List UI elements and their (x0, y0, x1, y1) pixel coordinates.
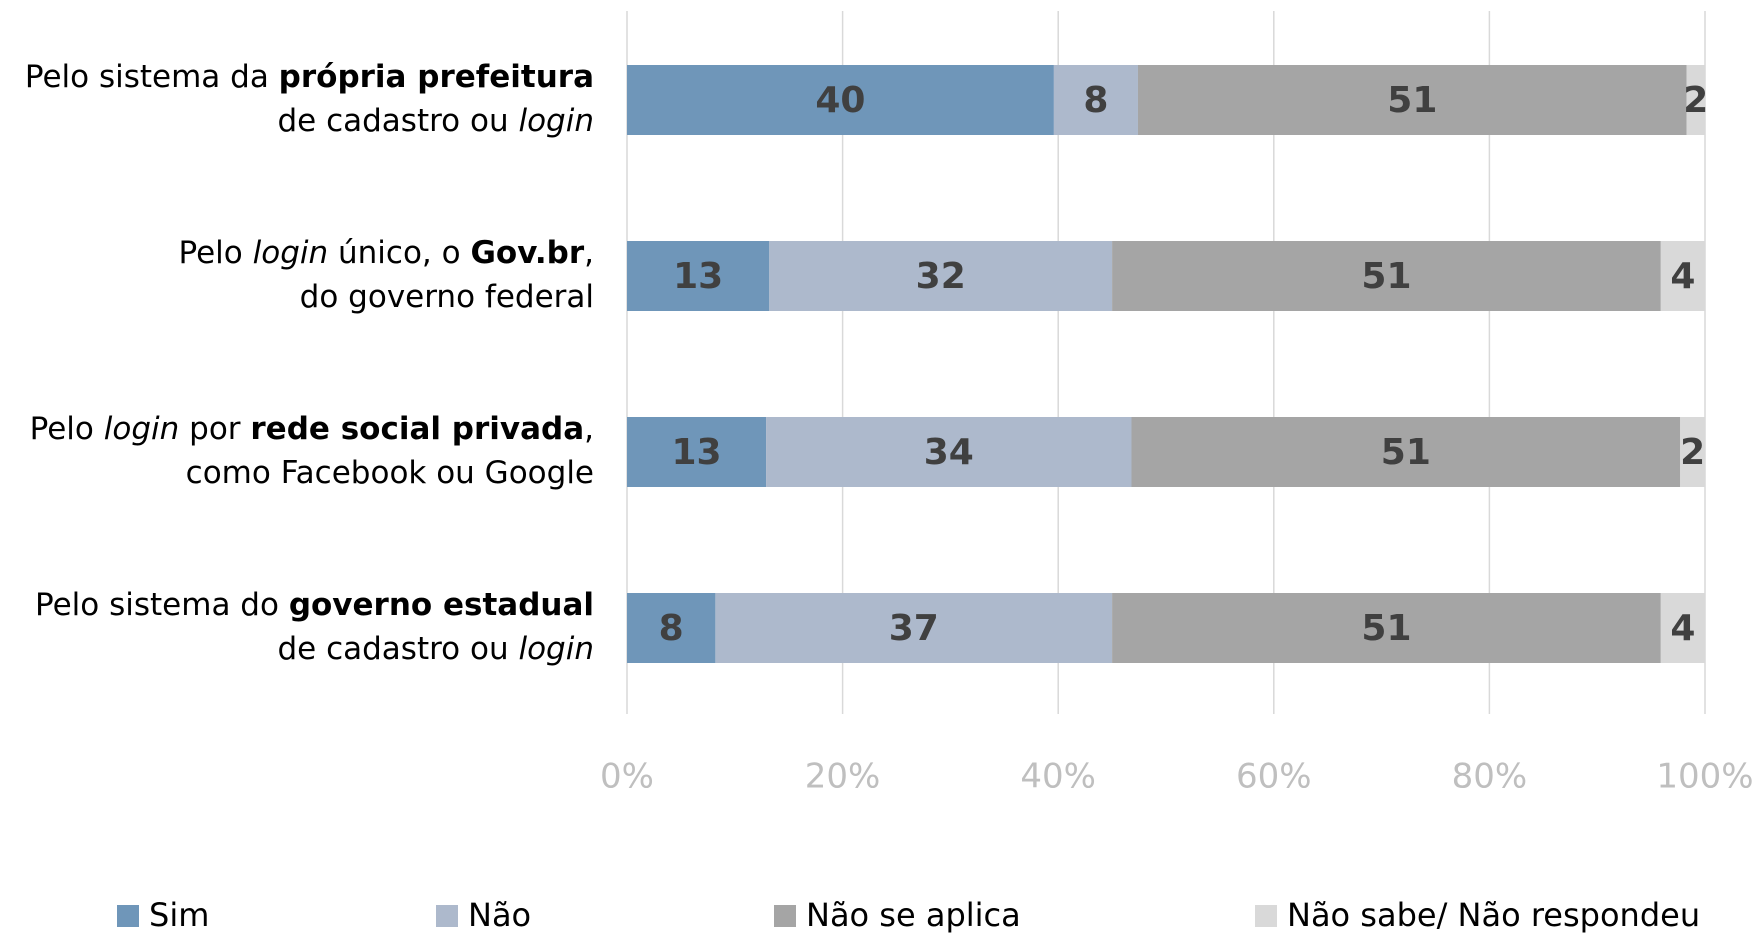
x-tick-label: 80% (1452, 757, 1528, 797)
value-label: 34 (924, 432, 974, 473)
bar-segment (769, 241, 1113, 311)
value-label: 4 (1670, 608, 1695, 649)
legend-swatch (1255, 905, 1277, 927)
category-label: Pelo login por rede social privada, (30, 411, 594, 447)
category-label-part: login (253, 235, 329, 271)
category-label-part: como Facebook ou Google (186, 455, 594, 491)
legend-swatch (436, 905, 458, 927)
value-label: 13 (673, 256, 723, 297)
value-label: 40 (815, 80, 865, 121)
bar-segment (627, 417, 767, 487)
value-label: 4 (1670, 256, 1695, 297)
category-label: Pelo login único, o Gov.br, (179, 235, 595, 271)
bar-segment (1686, 65, 1705, 135)
category-label-part: Pelo sistema do (35, 587, 289, 623)
legend-label: Sim (149, 896, 209, 934)
category-label-part: própria prefeitura (279, 59, 594, 95)
x-tick-label: 60% (1236, 757, 1312, 797)
bar-segment (1680, 417, 1705, 487)
value-label: 51 (1381, 432, 1431, 473)
category-label-part: Pelo sistema da (25, 59, 279, 95)
x-tick-label: 20% (805, 757, 881, 797)
value-label: 8 (659, 608, 684, 649)
bar-segment (1137, 65, 1687, 135)
category-label-part: Pelo (30, 411, 104, 447)
bar-segment (715, 593, 1113, 663)
category-label: de cadastro ou login (277, 631, 594, 667)
value-label: 32 (916, 256, 966, 297)
category-label-part: login (104, 411, 180, 447)
category-label-part: , (584, 235, 594, 271)
bar-segment (627, 241, 770, 311)
bar-segment (1053, 65, 1138, 135)
category-label-part: Pelo (179, 235, 253, 271)
category-label: do governo federal (300, 279, 594, 315)
legend-swatch (117, 905, 139, 927)
category-label-part: , (584, 411, 594, 447)
value-label: 51 (1361, 256, 1411, 297)
bar-segment (1112, 241, 1661, 311)
bar-segment (1131, 417, 1681, 487)
x-tick-label: 40% (1020, 757, 1096, 797)
category-label: de cadastro ou login (277, 103, 594, 139)
legend-label: Não se aplica (806, 896, 1021, 934)
category-label-part: login (518, 631, 594, 667)
category-label: Pelo sistema do governo estadual (35, 587, 594, 623)
category-label-part: governo estadual (289, 587, 594, 623)
bar-segment (1660, 593, 1705, 663)
value-label: 51 (1361, 608, 1411, 649)
bar-segment (627, 65, 1054, 135)
bar-segment (1112, 593, 1661, 663)
legend-label: Não (468, 896, 531, 934)
value-label: 51 (1387, 80, 1437, 121)
category-label-part: de cadastro ou (277, 103, 518, 139)
category-label-part: login (518, 103, 594, 139)
category-label-part: Gov.br (470, 235, 584, 271)
value-label: 2 (1683, 80, 1708, 121)
value-label: 13 (671, 432, 721, 473)
category-label-part: de cadastro ou (277, 631, 518, 667)
bar-segment (766, 417, 1132, 487)
legend-label: Não sabe/ Não respondeu (1287, 896, 1700, 934)
legend-swatch (774, 905, 796, 927)
bar-segment (627, 593, 716, 663)
value-label: 37 (889, 608, 939, 649)
category-label-part: por (179, 411, 250, 447)
category-label-part: rede social privada (250, 411, 584, 447)
value-label: 2 (1680, 432, 1705, 473)
value-label: 8 (1083, 80, 1108, 121)
category-label-part: do governo federal (300, 279, 594, 315)
category-label: como Facebook ou Google (186, 455, 594, 491)
category-label: Pelo sistema da própria prefeitura (25, 59, 594, 95)
bar-segment (1660, 241, 1705, 311)
x-tick-label: 100% (1656, 757, 1753, 797)
x-tick-label: 0% (600, 757, 654, 797)
category-label-part: único, o (328, 235, 470, 271)
